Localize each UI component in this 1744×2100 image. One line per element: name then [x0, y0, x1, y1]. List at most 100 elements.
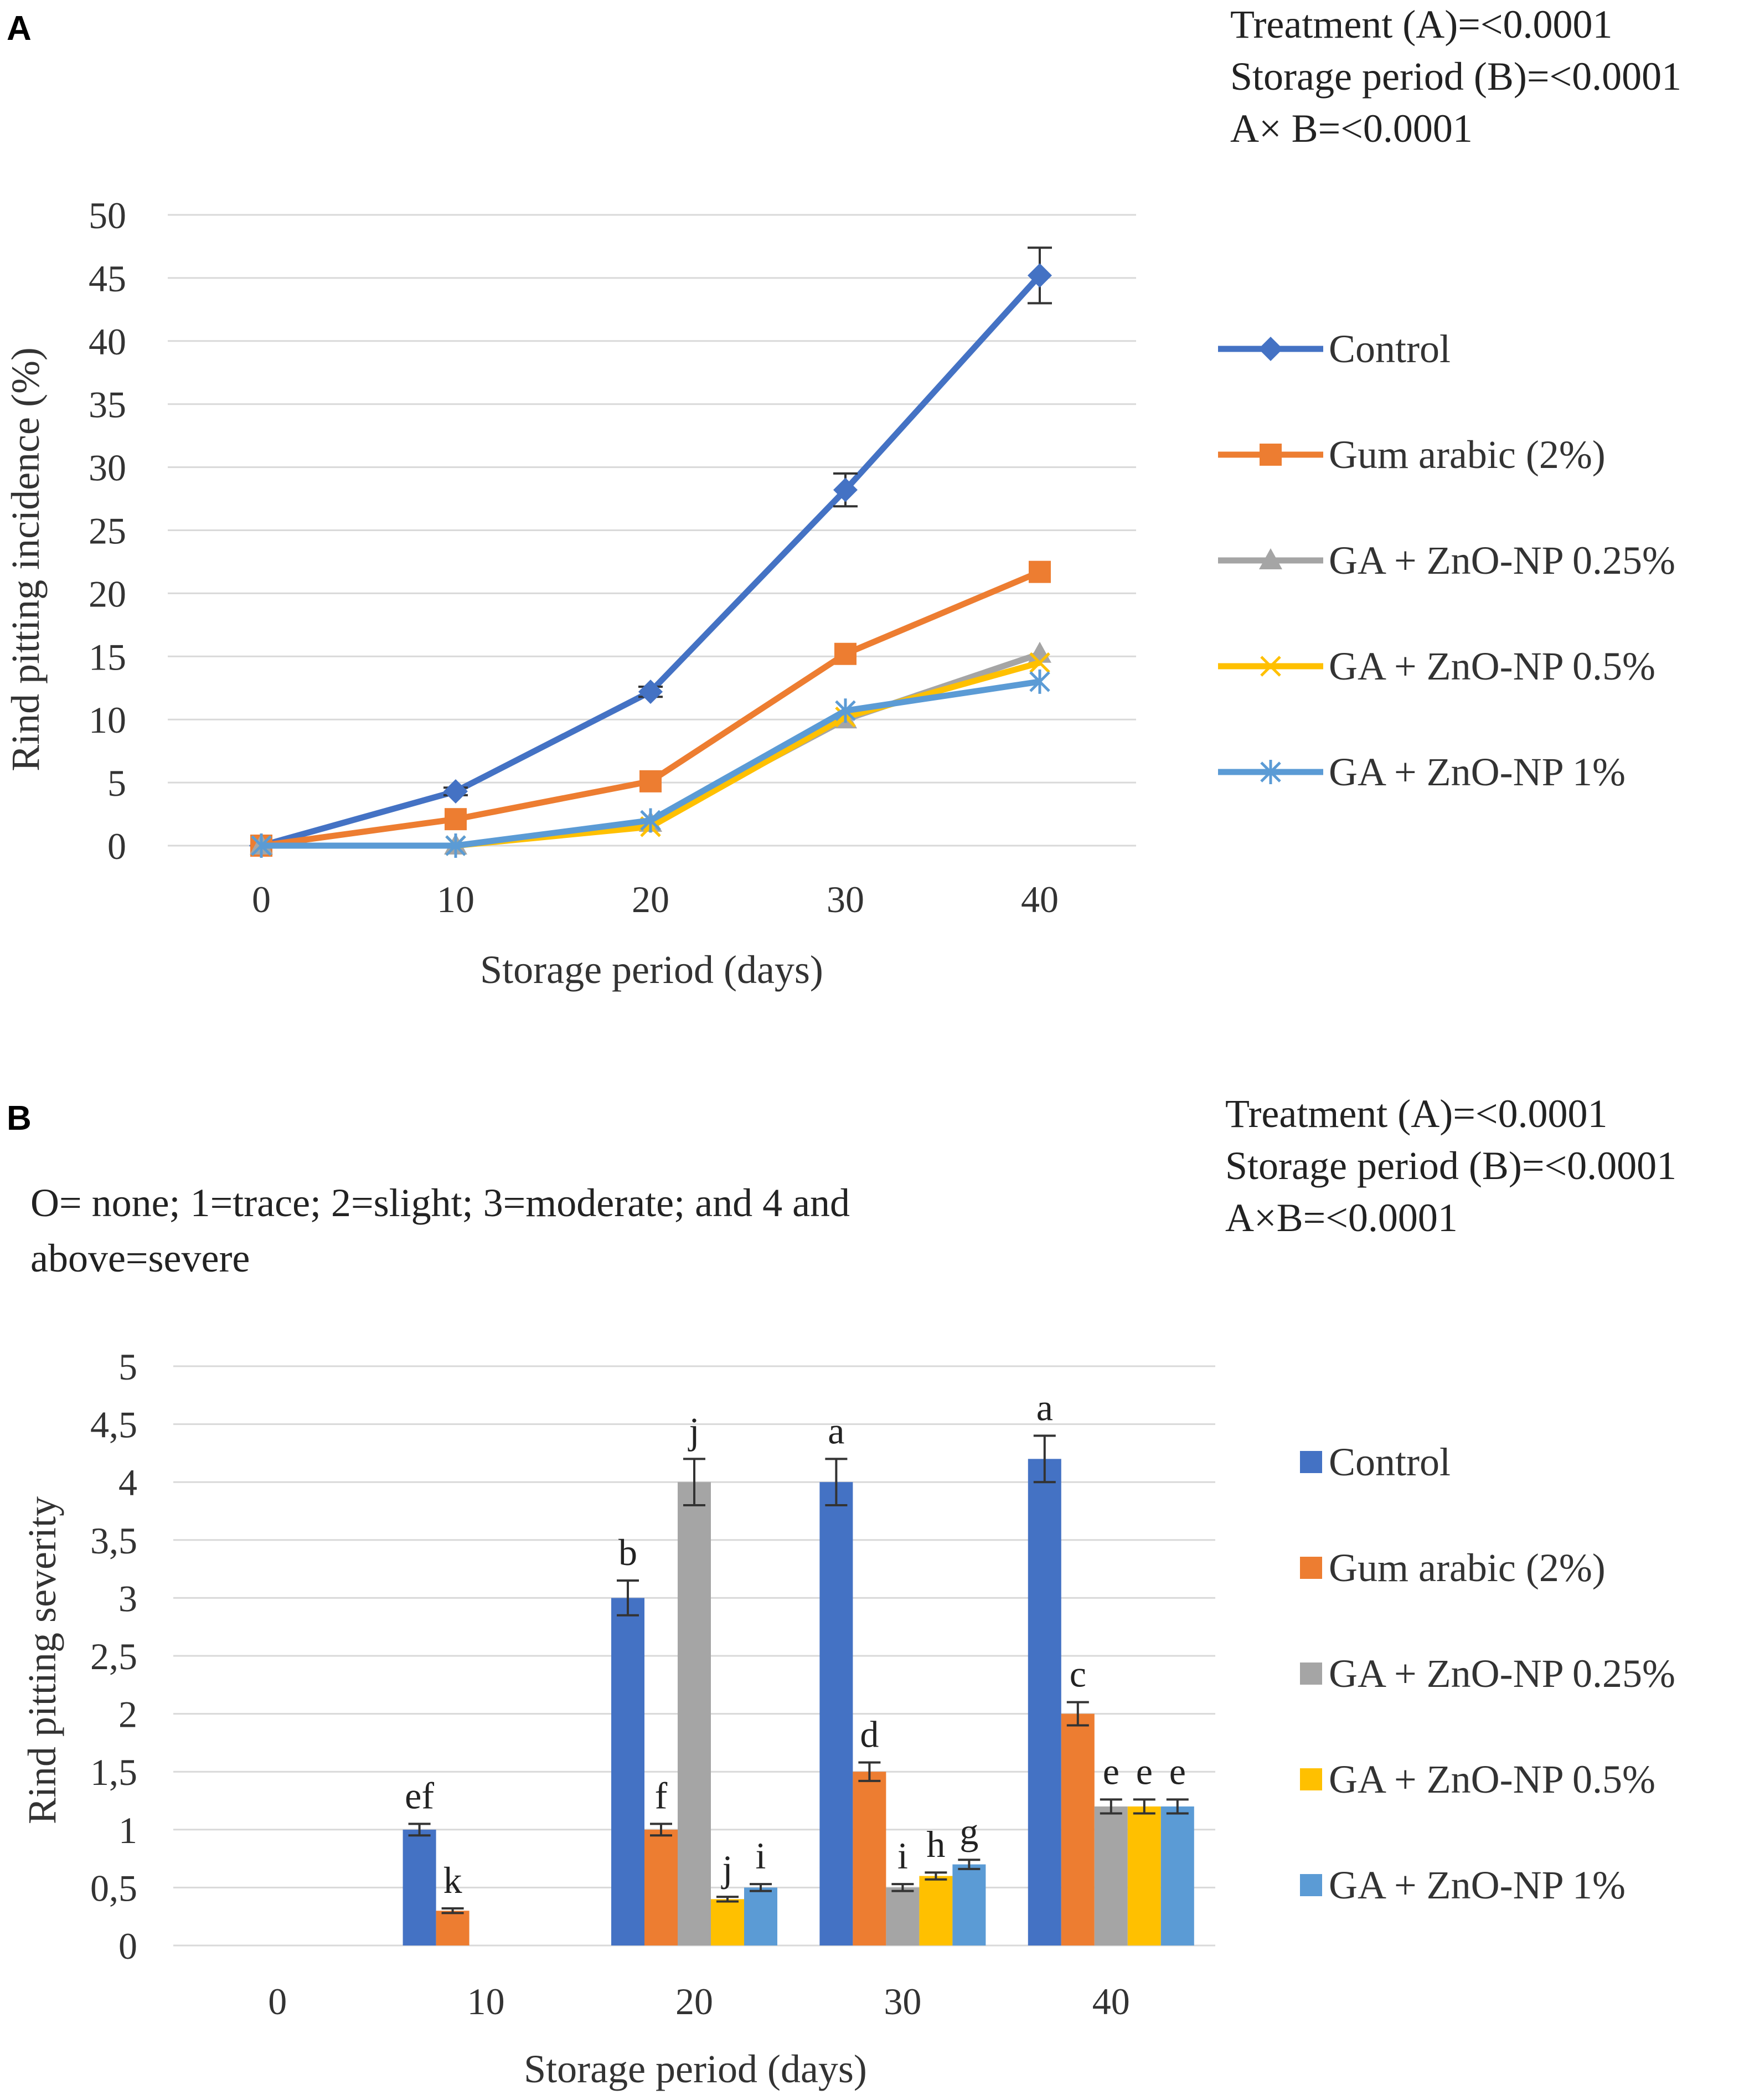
panel-b-stat-treatment: Treatment (A)=<0.0001 [1225, 1092, 1607, 1136]
legend-item-ga-zno-np-0-25: GA + ZnO-NP 0.25% [1300, 1651, 1675, 1696]
y-tick-label: 20 [89, 573, 126, 615]
significance-letter: f [655, 1774, 668, 1816]
significance-letter: j [688, 1409, 700, 1452]
legend-item-ga-zno-np-1: GA + ZnO-NP 1% [1300, 1863, 1626, 1907]
y-tick-label: 1,5 [90, 1751, 137, 1793]
data-point [1029, 560, 1051, 583]
data-point [1029, 669, 1050, 694]
data-point [1029, 652, 1050, 673]
legend-item-control: Control [1300, 1440, 1451, 1484]
data-point [251, 833, 272, 858]
panel-b-y-axis-title: Rind pitting severity [20, 1496, 64, 1824]
marker-stroke [1260, 656, 1281, 677]
legend-swatch [1300, 1557, 1322, 1579]
data-point [1028, 641, 1051, 663]
panel-a-stat-treatment: Treatment (A)=<0.0001 [1230, 2, 1612, 47]
bar [853, 1772, 886, 1945]
x-tick-label: 10 [467, 1980, 505, 2022]
data-point [639, 770, 662, 792]
x-tick-label: 30 [884, 1980, 921, 2022]
series-ga-zno-np-1 [251, 669, 1050, 858]
panel-b-label: B [7, 1099, 32, 1138]
data-point [638, 680, 663, 704]
panel-a-stat-interaction: A× B=<0.0001 [1230, 106, 1473, 151]
significance-letter: k [443, 1859, 462, 1901]
error-bar [1100, 1798, 1122, 1815]
panel-a-stat-storage: Storage period (B)=<0.0001 [1230, 54, 1681, 99]
error-bar [408, 1823, 431, 1837]
y-tick-label: 4 [118, 1461, 137, 1504]
panel-a-legend: Control Gum arabic (2%) GA + ZnO-NP 0.25% G… [1218, 327, 1675, 794]
significance-letter: h [926, 1823, 945, 1865]
series-line [261, 569, 1041, 849]
significance-letter: g [959, 1810, 978, 1852]
error-bar [441, 1907, 464, 1914]
y-tick-label: 30 [89, 447, 126, 489]
y-tick-label: 25 [89, 510, 126, 552]
legend-label: GA + ZnO-NP 0.25% [1329, 1651, 1675, 1696]
y-tick-label: 2 [118, 1694, 137, 1736]
significance-letter: d [860, 1713, 879, 1755]
y-tick-label: 2,5 [90, 1635, 137, 1677]
bar [403, 1829, 436, 1945]
panel-a-y-axis-title: Rind pitting incidence (%) [3, 347, 48, 771]
x-tick-label: 0 [268, 1980, 287, 2022]
significance-letter: a [828, 1409, 844, 1452]
significance-letter: ef [405, 1774, 434, 1816]
y-tick-label: 4,5 [90, 1404, 137, 1446]
error-bar [891, 1883, 914, 1892]
error-bar [958, 1859, 981, 1870]
y-tick-label: 3 [118, 1577, 137, 1619]
y-tick-label: 0,5 [90, 1867, 137, 1909]
x-tick-label: 40 [1021, 878, 1059, 920]
error-bar [858, 1761, 881, 1782]
y-tick-label: 0 [118, 1925, 137, 1967]
significance-letter: e [1103, 1750, 1119, 1792]
error-bar [1066, 1701, 1089, 1727]
legend-marker [1259, 548, 1282, 569]
error-bar [1166, 1798, 1189, 1815]
y-tick-label: 5 [107, 762, 126, 804]
y-tick-label: 35 [89, 384, 126, 426]
x-tick-label: 20 [675, 1980, 713, 2022]
series-control: ef b a a [403, 1387, 1061, 1945]
x-tick-label: 30 [827, 878, 864, 920]
bar [1127, 1806, 1161, 1945]
y-tick-label: 15 [89, 636, 126, 678]
y-tick-label: 3,5 [90, 1520, 137, 1562]
error-bar [617, 1579, 639, 1617]
significance-letter: e [1169, 1750, 1186, 1792]
bar [744, 1887, 777, 1945]
bar [1028, 1459, 1061, 1945]
data-point [443, 779, 468, 804]
panel-b-scale-note-line-1: O= none; 1=trace; 2=slight; 3=moderate; … [30, 1181, 850, 1225]
y-tick-label: 5 [118, 1346, 137, 1388]
significance-letter: i [756, 1835, 766, 1877]
y-tick-label: 10 [89, 699, 126, 741]
significance-letter: b [618, 1531, 637, 1573]
panel-a-x-axis-title: Storage period (days) [480, 948, 823, 992]
legend-label: GA + ZnO-NP 0.25% [1329, 538, 1675, 583]
series-line [260, 273, 1043, 849]
significance-letter: j [721, 1847, 733, 1890]
significance-letter: e [1136, 1750, 1153, 1792]
error-bar [925, 1871, 947, 1881]
y-tick-label: 50 [89, 194, 126, 236]
bar [1094, 1806, 1128, 1945]
bar [1160, 1806, 1194, 1945]
series-ga-zno-np-0-5: j h e [711, 1750, 1161, 1945]
bar [644, 1829, 678, 1945]
legend-item-control: Control [1218, 327, 1451, 371]
legend-label: Control [1329, 327, 1451, 371]
bar [952, 1864, 986, 1945]
legend-item-gum-arabic-2: Gum arabic (2%) [1218, 433, 1606, 477]
bar [611, 1598, 644, 1945]
legend-swatch [1300, 1768, 1322, 1790]
panel-b-stat-interaction: A×B=<0.0001 [1225, 1196, 1458, 1240]
panel-a-line-chart: 0 5 10 15 20 25 30 35 40 45 50 0 10 20 30 40 [89, 194, 1136, 920]
significance-letter: i [897, 1835, 908, 1877]
data-point [1028, 263, 1052, 288]
legend-label: GA + ZnO-NP 1% [1329, 750, 1626, 794]
y-tick-label: 45 [89, 258, 126, 300]
